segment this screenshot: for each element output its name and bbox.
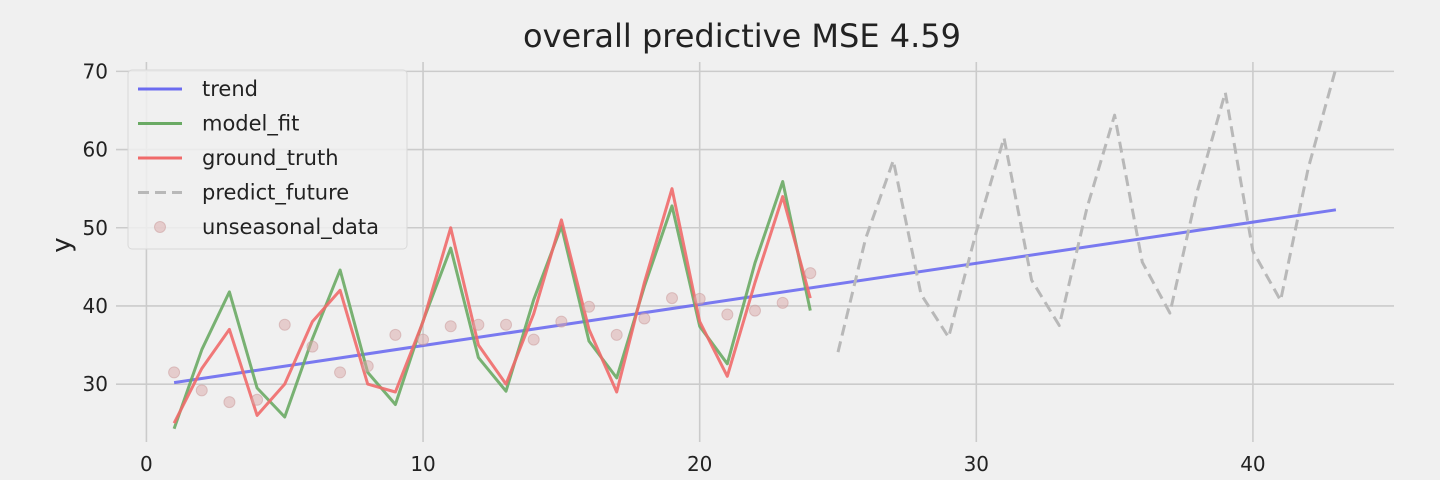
y-tick-label: 40: [83, 294, 108, 318]
legend-label: predict_future: [202, 181, 349, 206]
unseasonal-data-point: [666, 292, 679, 305]
x-tick-label: 30: [964, 452, 989, 476]
unseasonal-data-point: [693, 292, 706, 305]
legend-marker: [154, 221, 166, 233]
unseasonal-data-point: [444, 320, 457, 333]
plot-area: [168, 67, 1338, 430]
y-tick-label: 30: [83, 372, 108, 396]
unseasonal-data-point: [472, 318, 485, 331]
y-tick-label: 70: [83, 59, 108, 83]
x-tick-label: 0: [140, 452, 153, 476]
x-tick-label: 10: [410, 452, 435, 476]
x-tick-label: 20: [687, 452, 712, 476]
y-axis-label: y: [47, 237, 77, 252]
unseasonal-data-point: [251, 393, 264, 406]
unseasonal-data-point: [500, 318, 513, 331]
unseasonal-data-point: [583, 300, 596, 313]
unseasonal-data-point: [389, 328, 402, 341]
unseasonal-data-point: [168, 366, 181, 379]
tick-labels: 0 10 20 30 40 30 40 50 60 70: [83, 59, 1266, 476]
unseasonal-data-point: [306, 340, 319, 353]
predict-future-line: [836, 67, 1338, 353]
unseasonal-data-point: [638, 312, 651, 325]
legend-label: model_fit: [202, 112, 299, 137]
chart-title: overall predictive MSE 4.59: [523, 17, 961, 55]
unseasonal-data-point: [361, 360, 374, 373]
x-tick-label: 40: [1240, 452, 1265, 476]
y-tick-label: 50: [83, 216, 108, 240]
unseasonal-data-point: [610, 328, 623, 341]
unseasonal-data-point: [223, 396, 236, 409]
unseasonal-data-point: [721, 308, 734, 321]
legend-label: unseasonal_data: [202, 215, 379, 240]
unseasonal-data-point: [195, 384, 208, 397]
unseasonal-data-point: [776, 296, 789, 309]
unseasonal-data-point: [555, 315, 568, 328]
legend-box: [127, 69, 408, 250]
unseasonal-data-point: [334, 366, 347, 379]
legend-label: trend: [202, 77, 258, 101]
unseasonal-data-point: [417, 333, 430, 346]
unseasonal-data-point: [804, 267, 817, 280]
unseasonal-data-point: [278, 318, 291, 331]
legend: trend model_fit ground_truth predict_future…: [127, 69, 408, 250]
y-tick-label: 60: [83, 138, 108, 162]
ground-truth-line: [172, 187, 812, 424]
unseasonal-data-point: [749, 304, 761, 317]
unseasonal-data-point: [527, 333, 540, 346]
trend-line: [173, 208, 1337, 385]
legend-label: ground_truth: [202, 146, 339, 171]
